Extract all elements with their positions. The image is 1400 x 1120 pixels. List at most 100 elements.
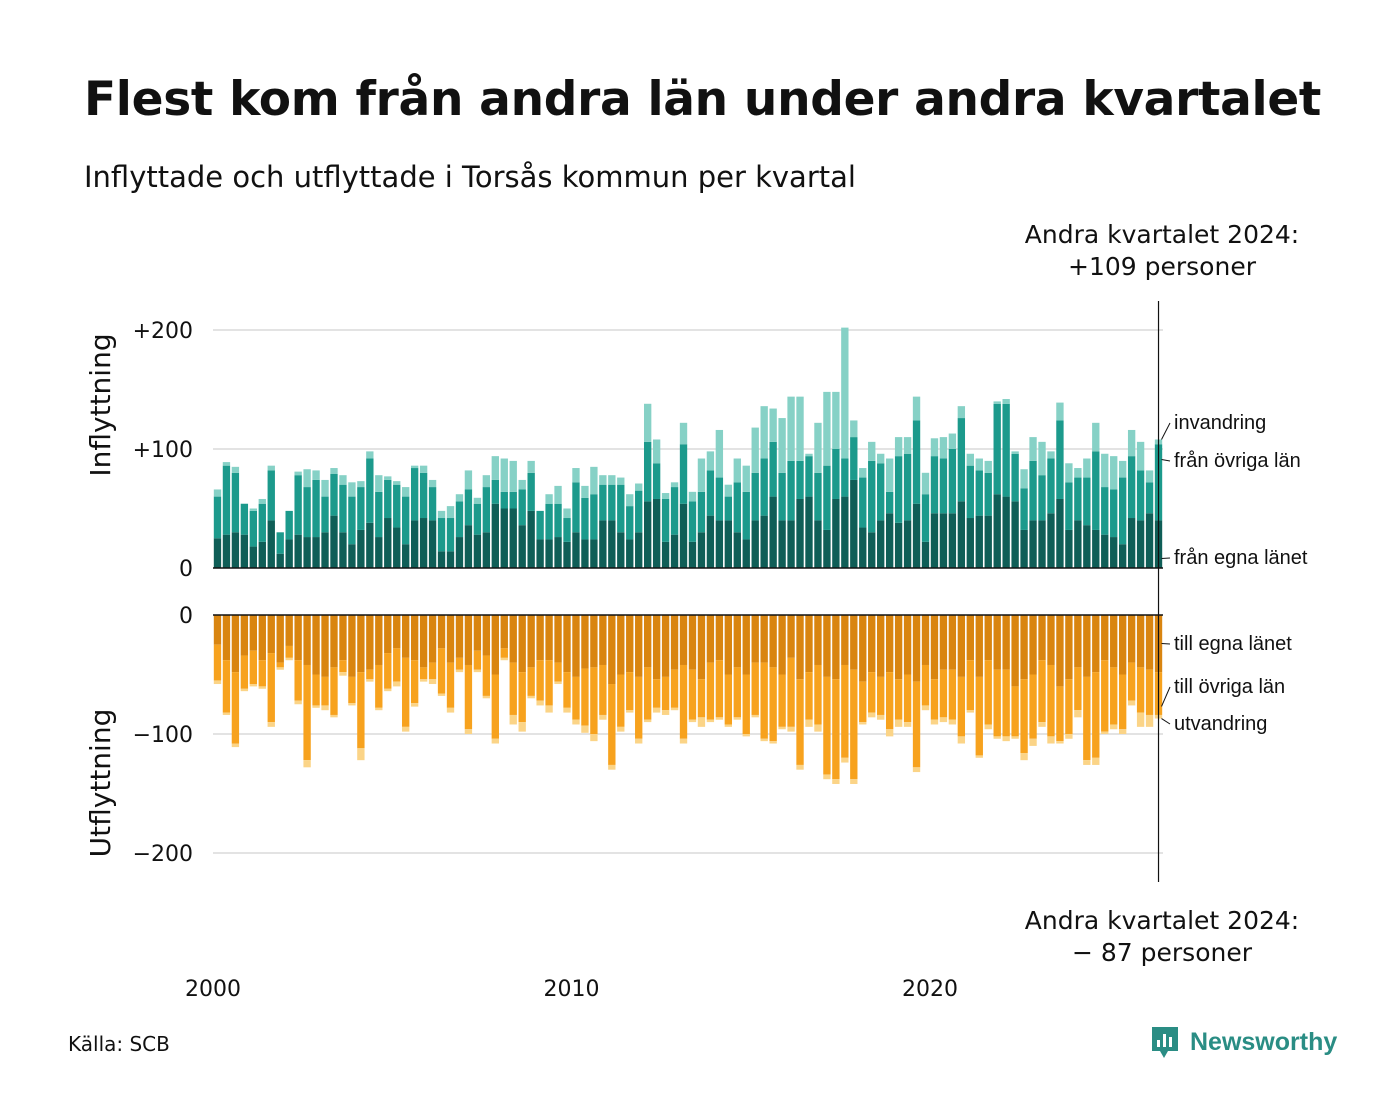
- bar-outflow: [428, 615, 437, 663]
- bar-outflow: [984, 724, 992, 730]
- bar-outflow: [500, 648, 508, 658]
- bar-inflow: [249, 546, 258, 568]
- bar-inflow: [527, 460, 535, 473]
- bar-outflow: [222, 660, 231, 713]
- bar-inflow: [760, 458, 768, 516]
- series-label-leader: [1161, 458, 1171, 462]
- bar-inflow: [464, 470, 473, 490]
- bar-inflow: [1092, 422, 1100, 452]
- bar-outflow: [375, 664, 383, 708]
- bar-outflow: [733, 667, 741, 718]
- bar-inflow: [984, 460, 992, 473]
- bar-inflow: [294, 534, 302, 568]
- bar-inflow: [617, 484, 625, 533]
- bar-outflow: [1110, 724, 1118, 730]
- series-label-leader: [1161, 686, 1171, 707]
- bar-outflow: [643, 615, 652, 668]
- bar-inflow: [1110, 489, 1118, 538]
- bar-inflow: [921, 494, 930, 542]
- bar-outflow: [339, 660, 347, 673]
- bar-inflow: [1136, 520, 1145, 568]
- bar-outflow: [957, 676, 966, 737]
- bar-outflow: [366, 679, 374, 682]
- bar-inflow: [1118, 460, 1127, 478]
- bar-outflow: [643, 719, 652, 723]
- bar-inflow: [1110, 537, 1118, 568]
- bar-outflow: [491, 615, 499, 675]
- bar-outflow: [393, 681, 401, 687]
- bar-outflow: [877, 714, 885, 720]
- bar-inflow: [877, 463, 885, 521]
- bar-inflow: [769, 441, 777, 497]
- bar-inflow: [715, 477, 724, 521]
- bar-inflow: [948, 449, 957, 514]
- bar-inflow: [572, 468, 580, 483]
- bar-outflow: [733, 615, 741, 668]
- bar-outflow: [688, 615, 697, 670]
- bar-outflow: [446, 615, 455, 663]
- bar-inflow: [321, 532, 329, 568]
- bar-outflow: [563, 672, 571, 708]
- bar-outflow: [330, 714, 338, 718]
- bar-inflow: [966, 465, 974, 519]
- bar-inflow: [1056, 498, 1064, 568]
- bar-inflow: [339, 532, 347, 568]
- bar-outflow: [993, 669, 1001, 737]
- bar-inflow: [912, 420, 921, 504]
- bar-outflow: [823, 615, 831, 677]
- bar-outflow: [715, 660, 724, 718]
- bar-outflow: [787, 615, 795, 658]
- bar-inflow: [670, 487, 679, 535]
- bar-outflow: [581, 615, 589, 669]
- bar-outflow: [410, 660, 419, 704]
- bar-inflow: [957, 418, 966, 502]
- bar-outflow: [661, 710, 670, 715]
- bar-outflow: [267, 722, 275, 727]
- bar-inflow: [1056, 402, 1064, 421]
- bar-inflow: [993, 403, 1001, 495]
- bar-inflow: [473, 534, 482, 568]
- brand-logo[interactable]: Newsworthy: [1150, 1025, 1337, 1059]
- bar-inflow: [769, 408, 777, 442]
- bar-outflow: [545, 705, 553, 713]
- bar-inflow: [276, 532, 284, 554]
- bar-outflow: [769, 615, 777, 668]
- bar-inflow: [599, 520, 607, 568]
- bar-inflow: [1118, 544, 1127, 568]
- bar-inflow: [581, 497, 589, 540]
- bar-inflow: [706, 470, 715, 516]
- bar-outflow: [249, 650, 258, 685]
- bar-inflow: [294, 471, 302, 476]
- bar-inflow: [1145, 470, 1154, 483]
- bar-inflow: [1011, 453, 1019, 502]
- bar-outflow: [455, 669, 464, 673]
- bar-inflow: [437, 551, 446, 568]
- bar-inflow: [894, 522, 903, 568]
- chart-subtitle: Inflyttade och utflyttade i Torsås kommu…: [84, 160, 856, 194]
- bar-outflow: [957, 736, 966, 744]
- bar-outflow: [428, 662, 437, 680]
- bar-inflow: [536, 539, 544, 568]
- bar-outflow: [787, 726, 795, 732]
- bar-outflow: [357, 672, 365, 749]
- bar-outflow: [697, 679, 706, 718]
- bar-inflow: [805, 456, 813, 497]
- bar-inflow: [724, 484, 733, 497]
- bar-inflow: [393, 481, 401, 485]
- bar-outflow: [993, 736, 1001, 739]
- bar-inflow: [1038, 475, 1046, 521]
- bar-inflow: [1002, 403, 1010, 497]
- bar-inflow: [859, 477, 867, 528]
- bar-inflow: [500, 491, 508, 509]
- bar-outflow: [222, 712, 231, 715]
- bar-inflow: [563, 508, 571, 519]
- bar-inflow: [375, 537, 383, 568]
- bar-outflow: [1083, 760, 1091, 765]
- bar-outflow: [921, 705, 930, 711]
- bar-inflow: [1020, 488, 1028, 530]
- bar-outflow: [590, 734, 598, 742]
- bar-inflow: [742, 491, 750, 540]
- bar-inflow: [608, 475, 616, 485]
- bar-outflow: [563, 615, 571, 673]
- bar-inflow: [688, 491, 697, 502]
